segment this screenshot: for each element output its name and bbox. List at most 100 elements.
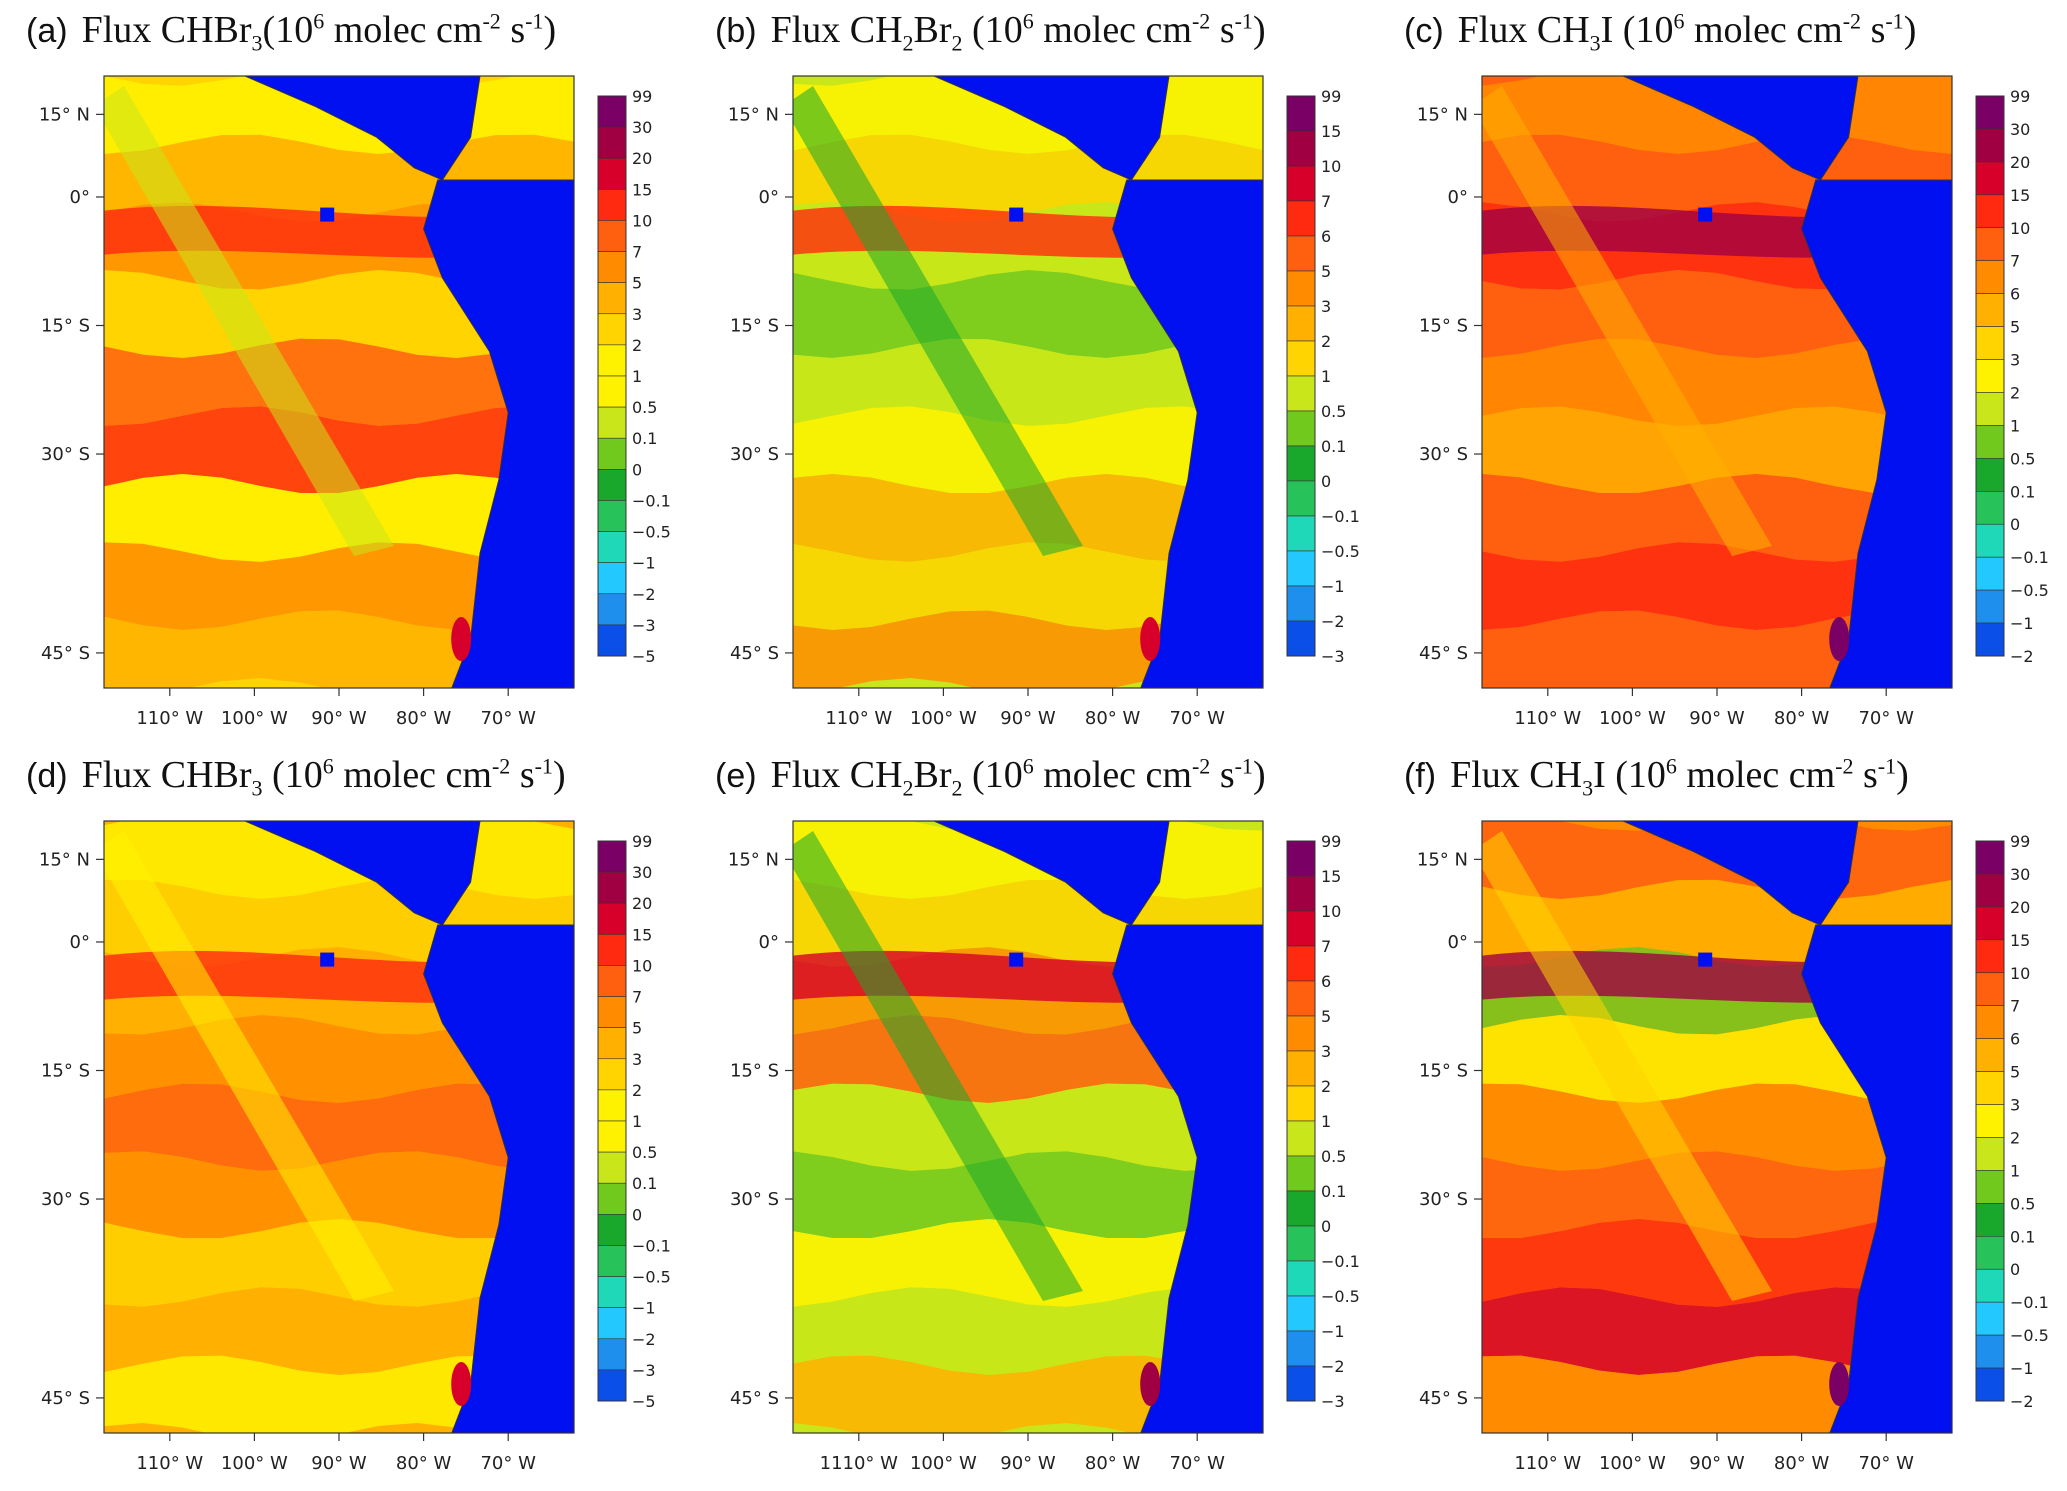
- galapagos-islands: [1698, 207, 1713, 222]
- colorbar-label: −0.5: [2010, 581, 2049, 600]
- lat-tick-label: 30° S: [1419, 444, 1468, 465]
- title-part-mid: (10: [962, 9, 1023, 51]
- colorbar-label: −0.5: [632, 523, 671, 542]
- flux-band: [793, 542, 1263, 630]
- flux-band: [104, 1287, 574, 1375]
- colorbar-box: [1975, 1268, 2005, 1303]
- colorbar-label: 2: [632, 336, 642, 355]
- title-part-sup3: -1: [1234, 8, 1253, 34]
- lat-tick-label: 30° S: [730, 444, 779, 465]
- colorbar-label: 7: [632, 988, 642, 1007]
- coastal-hotspot: [1140, 1362, 1161, 1407]
- flux-band: [104, 542, 574, 630]
- colorbar-label: 3: [1321, 1042, 1331, 1061]
- colorbar-frame: [1286, 95, 1316, 657]
- panel-title: (c) Flux CH3I (106 molec cm-2 s-1): [1404, 8, 1916, 57]
- lon-tick-label: 90° W: [1689, 708, 1745, 729]
- colorbar-box: [1975, 972, 2005, 1007]
- lon-tick-label: 70° W: [1169, 708, 1225, 729]
- lon-tick-label: 110° W: [825, 708, 892, 729]
- colorbar-box: [597, 469, 627, 501]
- colorbar-box: [1286, 1085, 1316, 1122]
- lon-tick-label: 70° W: [480, 708, 536, 729]
- colorbar-label: 1: [632, 367, 642, 386]
- colorbar-label: −0.5: [1321, 1287, 1360, 1306]
- lat-tick-label: 45° S: [730, 643, 779, 664]
- colorbar-box: [597, 437, 627, 470]
- lat-tick-label: 0°: [70, 187, 90, 208]
- lon-tick-label: 90° W: [1000, 1453, 1056, 1474]
- title-part-title: Flux CHBr: [81, 754, 252, 796]
- lon-tick-label: 80° W: [396, 1453, 452, 1474]
- title-part-close: ): [1896, 754, 1909, 796]
- colorbar-box: [1975, 622, 2005, 657]
- colorbar-label: 0: [632, 1205, 642, 1224]
- title-part-sub1: 3: [1589, 30, 1601, 56]
- title-part-sup1: 6: [1022, 8, 1034, 34]
- title-part-sub1: 3: [1582, 775, 1594, 801]
- colorbar-box: [1975, 873, 2005, 908]
- colorbar-label: 0.1: [2010, 1227, 2035, 1246]
- colorbar-label: −2: [632, 585, 656, 604]
- central-america-land: [933, 821, 1170, 926]
- panel-label: (b): [715, 12, 757, 50]
- map-panel-f: (f) Flux CH3I (106 molec cm-2 s-1) 15° N 0°…: [1378, 745, 2067, 1490]
- panel-title: (b) Flux CH2Br2 (106 molec cm-2 s-1): [715, 8, 1266, 57]
- panel-label: (f): [1404, 757, 1437, 795]
- lat-tick-label: 15° S: [730, 1061, 779, 1082]
- map-svg: 15° N 0° 15° S 30° S 45° S 110° W 100° W 90° W 8…: [728, 75, 1360, 729]
- panel-title: (f) Flux CH3I (106 molec cm-2 s-1): [1404, 753, 1909, 802]
- lat-tick-label: 30° S: [41, 444, 90, 465]
- colorbar-label: 99: [1321, 832, 1341, 851]
- lon-tick-label: 70° W: [1858, 708, 1914, 729]
- lon-tick-label: 80° W: [1774, 708, 1830, 729]
- lat-tick-label: 15° N: [1417, 849, 1468, 870]
- colorbar-box: [1286, 585, 1316, 622]
- lat-tick-label: 15° N: [39, 104, 90, 125]
- colorbar-box: [597, 840, 627, 873]
- title-part-sup3: -1: [1885, 8, 1904, 34]
- title-part-title: Flux CH: [1457, 9, 1590, 51]
- colorbar-box: [1286, 910, 1316, 947]
- flux-field: [793, 821, 1263, 1433]
- diagonal-streak: [1482, 86, 1772, 556]
- lat-tick-label: 30° S: [730, 1189, 779, 1210]
- colorbar-box: [1975, 359, 2005, 393]
- title-part-title: Flux CH: [1450, 754, 1583, 796]
- colorbar-frame: [1975, 95, 2005, 657]
- flux-band: [104, 1151, 574, 1239]
- colorbar-box: [597, 1338, 627, 1371]
- lat-tick-label: 0°: [759, 932, 779, 953]
- colorbar-box: [597, 313, 627, 346]
- coastal-hotspot: [1829, 1362, 1850, 1407]
- title-part-unit: molec cm: [1033, 9, 1192, 51]
- title-part-sup2: -2: [1191, 8, 1211, 34]
- title-part-sub2: 2: [951, 775, 963, 801]
- lon-tick-label: 100° W: [1599, 708, 1666, 729]
- title-part-sup2: -2: [491, 753, 511, 779]
- colorbar-label: −5: [632, 647, 656, 666]
- colorbar-label: 6: [2010, 285, 2020, 304]
- colorbar-box: [1975, 260, 2005, 294]
- colorbar-box: [1975, 458, 2005, 492]
- lat-tick-label: 45° S: [730, 1388, 779, 1409]
- colorbar-frame: [1975, 840, 2005, 1402]
- coastal-hotspot: [1829, 617, 1850, 662]
- colorbar-label: 3: [1321, 297, 1331, 316]
- colorbar-label: 0: [1321, 472, 1331, 491]
- lat-tick-label: 15° S: [1419, 1061, 1468, 1082]
- colorbar-box: [1975, 1334, 2005, 1369]
- colorbar-label: 5: [2010, 318, 2020, 337]
- colorbar-box: [1286, 1190, 1316, 1227]
- colorbar-label: −0.1: [632, 1236, 671, 1255]
- flux-band: [793, 338, 1263, 426]
- title-part-unit: molec cm: [1033, 754, 1192, 796]
- colorbar-label: 99: [632, 87, 652, 106]
- lon-tick-label: 90° W: [311, 708, 367, 729]
- colorbar-label: −0.1: [1321, 507, 1360, 526]
- colorbar-label: 0.1: [632, 1174, 657, 1193]
- lat-tick-label: 45° S: [41, 643, 90, 664]
- colorbar-label: 10: [632, 211, 652, 230]
- title-part-sup1: 6: [322, 753, 334, 779]
- colorbar-box: [1286, 515, 1316, 552]
